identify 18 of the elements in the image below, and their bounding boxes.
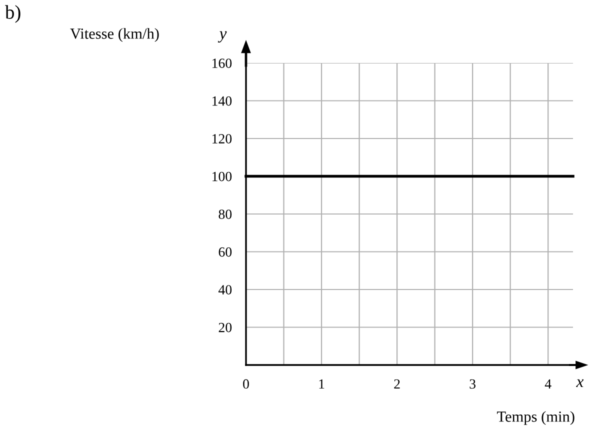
y-tick-label: 160: [212, 58, 232, 68]
text: x: [576, 379, 584, 388]
y-tick-label: 40: [218, 285, 232, 294]
x-tick-label: 1: [319, 379, 324, 389]
y-tick-label: 120: [212, 134, 232, 144]
y-tick-label: 60: [218, 247, 232, 257]
y-tick-label: 80: [218, 210, 232, 219]
x-tick-label: 4: [544, 379, 552, 389]
x-axis-title: Temps (min): [497, 411, 574, 425]
x-tick-label: 0: [243, 379, 249, 389]
text: y: [218, 31, 227, 43]
text: b): [5, 5, 20, 23]
y-tick-label: 100: [212, 172, 232, 182]
y-tick-label: 140: [212, 96, 232, 106]
y-axis-title: Vitesse (km/h): [70, 28, 159, 42]
x-tick-label: 3: [470, 379, 476, 389]
x-tick-label: 2: [394, 379, 400, 389]
y-tick-label: 20: [218, 322, 232, 332]
